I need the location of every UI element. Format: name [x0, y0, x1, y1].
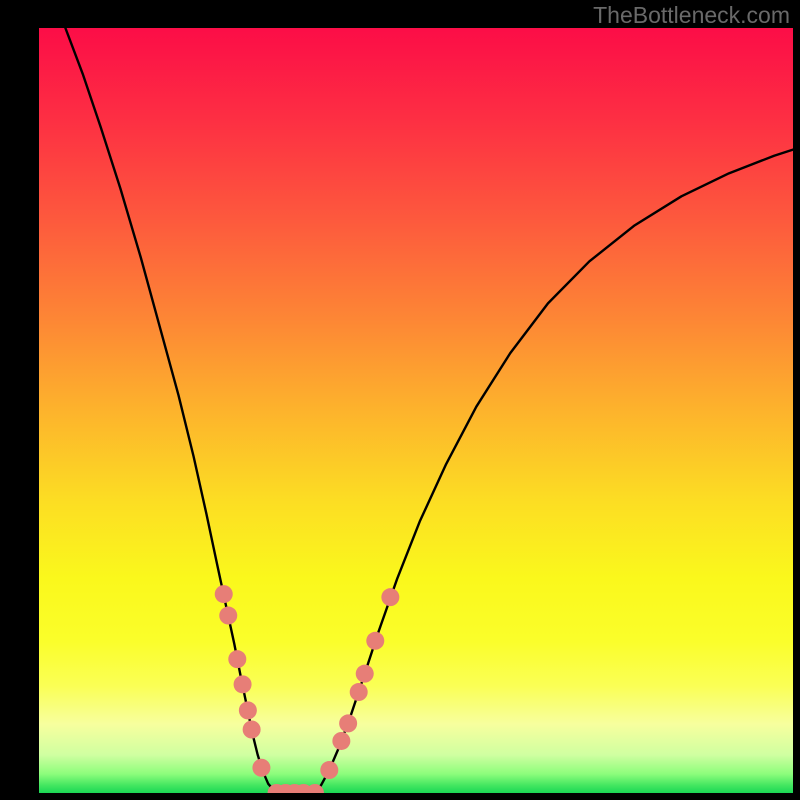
marker-point	[219, 607, 237, 625]
marker-point	[228, 650, 246, 668]
marker-point	[381, 588, 399, 606]
marker-point	[239, 701, 257, 719]
watermark-text: TheBottleneck.com	[593, 2, 790, 29]
marker-point	[243, 721, 261, 739]
chart-svg	[39, 28, 793, 793]
plot-area	[39, 28, 793, 793]
marker-point	[252, 759, 270, 777]
marker-point	[366, 632, 384, 650]
marker-point	[234, 675, 252, 693]
gradient-background	[39, 28, 793, 793]
chart-container: TheBottleneck.com	[0, 0, 800, 800]
marker-point	[215, 585, 233, 603]
marker-point	[356, 665, 374, 683]
marker-point	[332, 732, 350, 750]
marker-point	[350, 683, 368, 701]
marker-point	[320, 761, 338, 779]
marker-point	[339, 714, 357, 732]
